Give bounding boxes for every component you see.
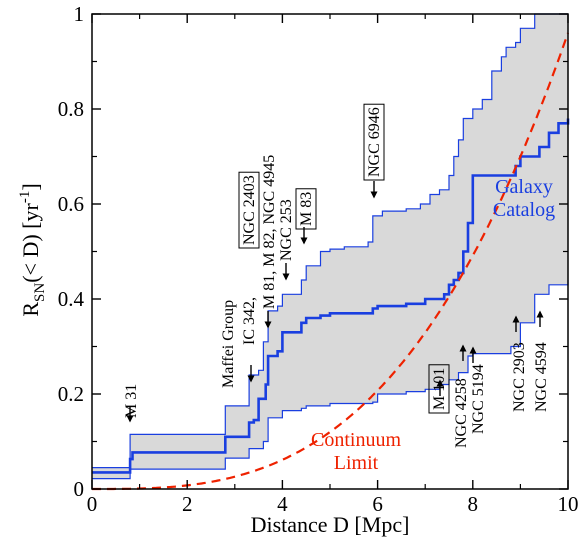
annotation-box — [363, 103, 385, 181]
annotation-label: NGC 253 — [278, 199, 295, 261]
annotation-text: NGC 4258 — [453, 378, 470, 448]
annotation-label: Maffei Group — [220, 300, 237, 388]
continuum-limit-label-line1: Continuum — [311, 429, 401, 451]
annotation-text: NGC 2903 — [511, 342, 528, 412]
annotation-label: NGC 4594 — [533, 342, 550, 412]
annotation-text: M 83 — [298, 192, 315, 226]
galaxy-catalog-label: Galaxy Catalog — [493, 176, 555, 221]
annotation-layer: M 31 Maffei Group IC 342, NGC 2403 M 81, M 8… — [123, 103, 550, 448]
annotation-text: M 31 — [123, 384, 140, 418]
annotation-label: NGC 5194 — [470, 364, 487, 434]
line-layer — [92, 13, 570, 491]
annotation-text: Maffei Group — [220, 300, 237, 388]
x-tick-label: 10 — [558, 492, 579, 516]
y-tick-label: 0.6 — [58, 192, 84, 216]
annotation-label: NGC 2903 — [511, 342, 528, 412]
x-axis-title: Distance D [Mpc] — [251, 512, 410, 537]
y-tick-label: 0.2 — [58, 382, 84, 406]
tick-layer: 0 2 4 6 8 10 0 0.2 0.4 0.6 0.8 1 — [58, 2, 579, 516]
x-tick-label: 2 — [182, 492, 193, 516]
annotation-label: M 31 — [123, 384, 140, 418]
band-layer — [92, 14, 568, 479]
y-axis-title-close: ] — [18, 183, 43, 190]
annotation-label: NGC 6946 — [363, 103, 385, 181]
annotation-box — [295, 188, 317, 230]
lower-bound-line — [92, 280, 569, 480]
uncertainty-band — [92, 14, 568, 479]
y-axis-title-sup: -1 — [17, 191, 33, 204]
y-axis-title-main: R — [18, 302, 43, 317]
annotation-text: NGC 6946 — [366, 107, 383, 177]
annotation-text: NGC 4594 — [533, 342, 550, 412]
annotation-box — [238, 171, 260, 249]
annotation-label: NGC 4258 — [453, 378, 470, 448]
y-tick-label: 0.8 — [58, 97, 84, 121]
galaxy-catalog-label-line1: Galaxy — [495, 176, 553, 198]
continuum-limit-label-line2: Limit — [334, 452, 379, 474]
y-axis-title-sub: SN — [32, 283, 48, 302]
annotation-text: IC 342, — [241, 297, 258, 345]
annotation-text: NGC 5194 — [470, 364, 487, 434]
galaxy-catalog-line — [92, 118, 570, 474]
y-tick-label: 1 — [74, 2, 85, 26]
y-tick-label: 0 — [74, 477, 85, 501]
x-tick-label: 8 — [468, 492, 479, 516]
annotation-text: NGC 2403 — [241, 175, 258, 245]
annotation-label: NGC 2403 — [238, 171, 260, 249]
annotation-text: M 81, M 82, NGC 4945 — [261, 155, 278, 309]
continuum-limit-line — [92, 32, 570, 491]
annotation-label: M 83 — [295, 188, 317, 230]
annotation-label: IC 342, — [241, 297, 258, 345]
continuum-limit-label: Continuum Limit — [311, 429, 401, 474]
x-tick-label: 6 — [372, 492, 383, 516]
upper-bound-line — [92, 13, 568, 469]
y-axis-title: RSN(< D) [yr-1] — [17, 183, 48, 316]
annotation-box — [428, 364, 450, 414]
x-tick-label: 4 — [277, 492, 288, 516]
annotation-text: NGC 253 — [278, 199, 295, 261]
annotation-label: M 101 — [428, 364, 450, 414]
x-tick-label: 0 — [87, 492, 98, 516]
y-tick-label: 0.4 — [58, 287, 85, 311]
galaxy-catalog-label-line2: Catalog — [493, 199, 555, 221]
y-axis-title-rest: (< D) [yr — [18, 203, 43, 283]
annotation-label: M 81, M 82, NGC 4945 — [261, 155, 278, 309]
